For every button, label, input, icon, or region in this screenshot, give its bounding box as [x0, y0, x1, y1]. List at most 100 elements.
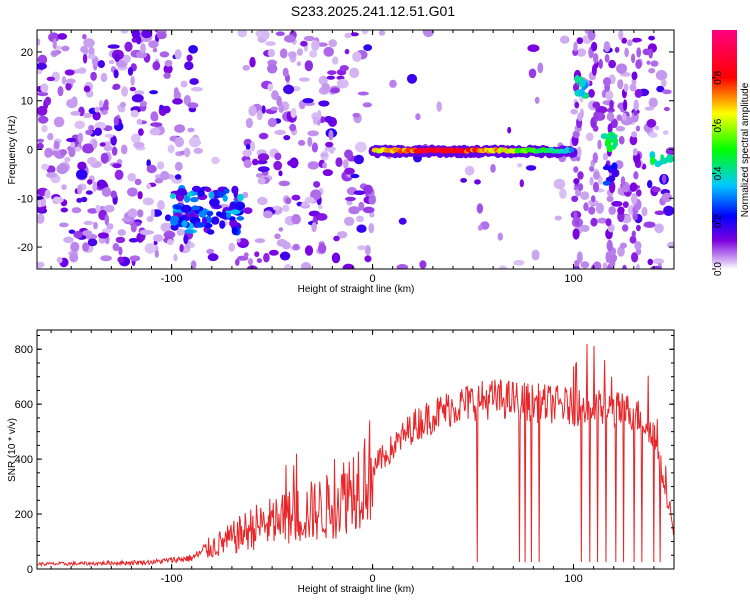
spectral-blob [37, 54, 48, 65]
spectral-blob [298, 100, 306, 110]
spectral-blob [176, 228, 185, 236]
spectral-blob [146, 216, 154, 222]
spectral-blob [321, 82, 330, 92]
spectral-blob [41, 124, 48, 133]
spectral-blob [243, 252, 249, 258]
spectral-blob [527, 44, 540, 52]
spectral-blob [41, 163, 49, 170]
spectral-blob [70, 111, 81, 116]
spectral-blob [629, 182, 638, 192]
snr-series-line [37, 343, 674, 568]
spectral-blob [83, 38, 95, 48]
spectral-blob [307, 161, 319, 170]
spectral-blob [179, 244, 184, 253]
spectral-blob [97, 60, 106, 69]
spectral-blob [313, 181, 321, 188]
spectral-blob [159, 104, 164, 111]
spectral-blob [257, 196, 268, 206]
spectral-blob [46, 76, 55, 82]
spectral-blob [73, 230, 83, 239]
spectral-blob [644, 106, 655, 111]
spectral-blob [130, 75, 135, 86]
spectral-blob [104, 133, 114, 138]
spectral-blob [76, 197, 83, 203]
spectral-blob [137, 191, 143, 200]
snr-ytick-label: 200 [15, 509, 33, 521]
spectral-blob [331, 252, 341, 264]
snr-axes: -100 0 100 0 200 400 600 800 [15, 330, 674, 585]
spectral-blob [353, 190, 366, 195]
spectral-blob [278, 180, 290, 187]
spectral-blob [357, 245, 366, 251]
spectral-blob [272, 206, 281, 211]
spectral-blob [176, 188, 187, 196]
spectral-blob [126, 187, 138, 197]
spectral-blob [237, 193, 244, 202]
spectral-blob [362, 206, 375, 214]
spectral-blob [586, 132, 594, 142]
spectral-blob [77, 161, 87, 170]
spectral-blob [93, 221, 98, 230]
spectral-blob [163, 64, 173, 74]
spectral-blob [117, 256, 125, 263]
spectral-blob [186, 192, 192, 198]
spectral-blob [139, 229, 151, 235]
spectrogram-ytick-label: -10 [17, 193, 33, 205]
spectral-blob [588, 206, 596, 215]
spectral-blob [187, 127, 195, 133]
spectral-blob [174, 174, 182, 180]
spectral-blob [633, 99, 639, 111]
spectral-blob [114, 169, 124, 180]
spectral-blob [311, 222, 317, 233]
spectral-blob [576, 37, 583, 45]
spectral-blob [355, 141, 367, 153]
spectral-blob [632, 148, 638, 156]
spectral-blob [47, 132, 54, 141]
spectral-blob [602, 262, 608, 269]
spectral-blob [113, 116, 119, 126]
spectral-blob [103, 145, 113, 152]
spectral-blob [317, 243, 327, 254]
spectral-blob [636, 189, 642, 197]
spectral-blob [74, 146, 81, 152]
spectral-blob [631, 230, 636, 238]
spectral-blob [194, 222, 206, 228]
spectral-blob [180, 80, 188, 88]
spectral-blob [206, 248, 215, 255]
spectral-blob [37, 261, 45, 269]
spectral-blob [256, 258, 262, 263]
spectral-blob [94, 121, 107, 130]
spectral-blob [654, 125, 660, 131]
spectral-blob [108, 59, 115, 65]
spectral-blob [634, 88, 643, 98]
spectral-blob [111, 146, 118, 156]
spectral-blob [189, 78, 199, 85]
spectral-blob [591, 41, 598, 52]
spectral-blob [348, 206, 360, 215]
spectral-blob [329, 149, 335, 154]
spectral-blob [571, 195, 579, 202]
spectral-blob [37, 138, 44, 143]
spectral-blob [100, 152, 109, 164]
spectral-blob [317, 109, 322, 121]
spectral-blob [117, 229, 127, 236]
spectral-blob [134, 178, 142, 186]
spectral-blob [328, 129, 334, 141]
spectral-blob [611, 162, 618, 171]
spectral-blob [478, 224, 483, 231]
spectral-blob [312, 116, 318, 125]
spectral-blob [285, 197, 292, 205]
spectral-blob [97, 232, 109, 239]
spectral-blob [349, 67, 360, 79]
spectral-blob [92, 181, 97, 192]
spectral-blob [243, 159, 252, 168]
spectral-blob [342, 263, 355, 269]
spectral-blob [622, 224, 629, 232]
spectral-blob [318, 75, 328, 86]
spectral-blob [296, 48, 303, 56]
spectral-blob [71, 134, 80, 140]
spectral-blob [120, 101, 126, 108]
spectral-blob [619, 242, 628, 249]
spectral-blob [648, 48, 653, 59]
